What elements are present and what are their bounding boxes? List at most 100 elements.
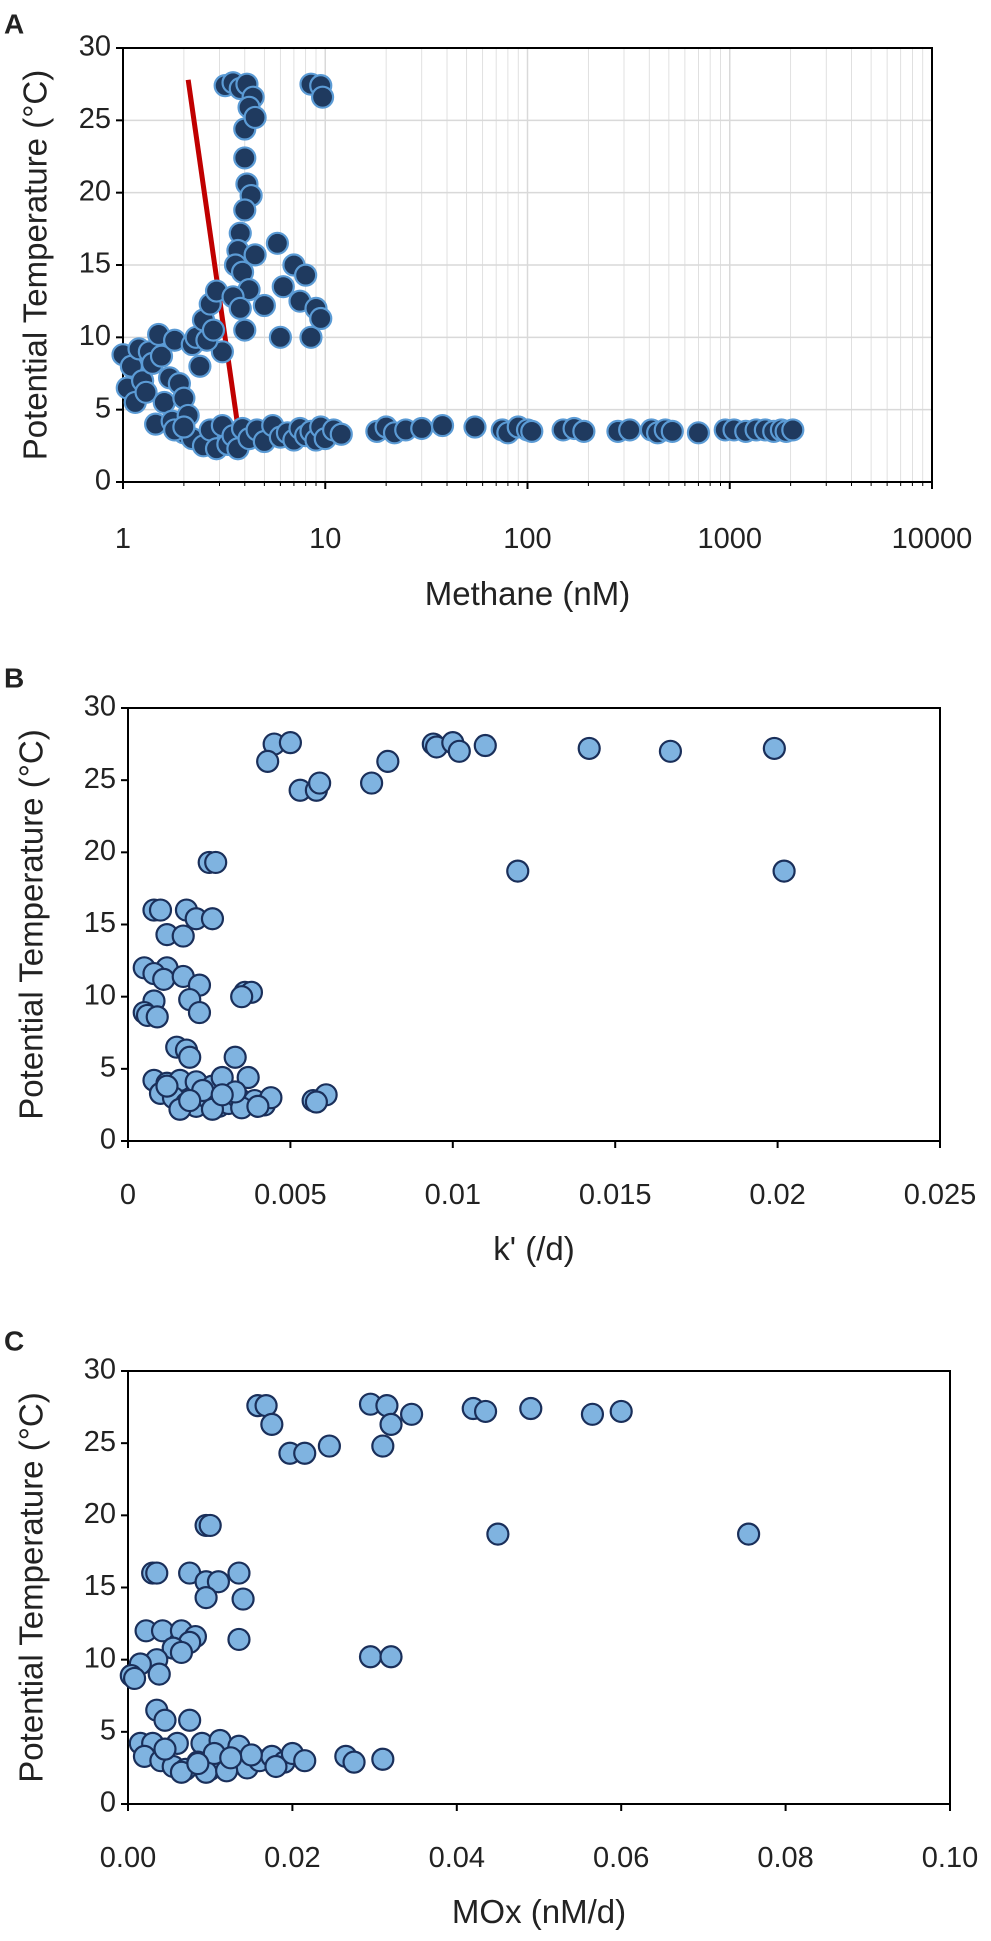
data-point xyxy=(178,1045,202,1069)
data-point xyxy=(447,739,471,763)
x-tick-label: 0.02 xyxy=(264,1842,320,1874)
data-point xyxy=(227,1561,251,1585)
data-point xyxy=(231,1587,255,1611)
y-tick-label: 30 xyxy=(84,1354,116,1386)
data-point xyxy=(309,306,333,331)
data-point xyxy=(379,1645,403,1669)
data-point xyxy=(399,1402,424,1426)
data-point xyxy=(520,419,544,443)
data-point xyxy=(271,275,295,299)
x-tick-label: 0.08 xyxy=(757,1842,813,1874)
data-point xyxy=(580,1402,605,1426)
x-tick-label: 0 xyxy=(120,1179,136,1211)
x-tick-label: 0.06 xyxy=(593,1842,649,1874)
data-point xyxy=(243,105,267,130)
data-point xyxy=(342,1750,366,1774)
data-point xyxy=(153,1737,177,1761)
y-tick-label: 15 xyxy=(84,1570,116,1602)
data-point xyxy=(486,1522,510,1546)
data-point xyxy=(506,859,530,883)
data-point xyxy=(169,1640,194,1665)
data-point xyxy=(134,380,158,404)
data-point xyxy=(660,419,684,443)
y-tick-label: 10 xyxy=(84,1642,116,1674)
data-point xyxy=(371,1434,395,1458)
x-axis-title: Methane (nM) xyxy=(425,575,630,612)
data-point xyxy=(200,907,225,931)
y-tick-label: 25 xyxy=(84,1426,116,1458)
data-point xyxy=(194,1586,218,1610)
data-point xyxy=(122,1666,147,1691)
x-tick-label: 1000 xyxy=(697,523,762,555)
data-point xyxy=(299,325,323,349)
data-point xyxy=(178,1088,202,1113)
data-point xyxy=(227,1627,251,1652)
data-point xyxy=(473,733,497,758)
data-point xyxy=(153,1708,177,1732)
data-point xyxy=(198,1513,222,1538)
data-point xyxy=(310,85,335,109)
data-point xyxy=(737,1522,761,1546)
data-point xyxy=(252,293,276,318)
x-axis-title: MOx (nM/d) xyxy=(452,1893,626,1930)
data-point xyxy=(149,344,174,368)
data-point xyxy=(178,1708,202,1732)
data-point xyxy=(371,1747,395,1771)
y-tick-label: 20 xyxy=(84,1498,116,1530)
y-axis-title: Potential Temperature (°C) xyxy=(13,729,50,1119)
data-point xyxy=(772,859,796,883)
x-tick-label: 1 xyxy=(115,523,131,555)
data-point xyxy=(473,1399,498,1424)
data-point xyxy=(609,1399,633,1424)
data-point xyxy=(304,1090,328,1114)
data-point xyxy=(379,1412,403,1437)
data-point xyxy=(430,413,455,438)
y-axis-title: Potential Temperature (°C) xyxy=(13,1392,50,1782)
data-point xyxy=(265,231,290,255)
data-point xyxy=(264,1754,288,1779)
data-point xyxy=(147,1662,171,1686)
data-point xyxy=(206,1570,231,1594)
y-tick-label: 0 xyxy=(95,465,111,497)
data-point xyxy=(360,771,384,795)
x-tick-label: 0.025 xyxy=(904,1179,977,1211)
data-point xyxy=(188,354,212,378)
data-point xyxy=(463,415,487,439)
y-tick-label: 20 xyxy=(84,835,116,867)
data-point xyxy=(317,1434,341,1458)
data-point xyxy=(618,418,642,442)
data-point xyxy=(658,739,683,763)
data-point xyxy=(210,340,234,364)
data-point xyxy=(223,1045,247,1069)
data-point xyxy=(278,731,302,755)
data-point xyxy=(210,1083,234,1107)
data-point xyxy=(219,1746,243,1770)
data-point xyxy=(243,243,267,267)
y-tick-label: 30 xyxy=(79,31,111,63)
y-tick-label: 0 xyxy=(100,1124,116,1156)
x-tick-label: 0.01 xyxy=(425,1179,481,1211)
plot-frame xyxy=(127,1370,951,1805)
data-point xyxy=(204,850,228,875)
data-point xyxy=(358,1645,383,1669)
data-point xyxy=(268,325,292,349)
panel-letter: B xyxy=(4,662,24,693)
y-tick-label: 25 xyxy=(79,103,111,135)
x-tick-label: 0.02 xyxy=(749,1179,805,1211)
y-axis-title: Potential Temperature (°C) xyxy=(17,70,54,460)
y-tick-label: 15 xyxy=(79,248,111,280)
data-point xyxy=(762,736,786,761)
data-point xyxy=(329,422,353,446)
data-point xyxy=(145,1005,169,1029)
data-point xyxy=(686,421,711,445)
data-point xyxy=(230,985,254,1009)
data-point xyxy=(228,296,252,320)
data-point xyxy=(260,1412,284,1437)
data-point xyxy=(293,1441,317,1465)
y-tick-label: 15 xyxy=(84,907,116,939)
data-point xyxy=(376,749,400,774)
y-tick-label: 5 xyxy=(100,1714,116,1746)
data-point xyxy=(410,416,434,441)
data-point xyxy=(519,1396,543,1421)
y-tick-label: 0 xyxy=(100,1787,116,1819)
